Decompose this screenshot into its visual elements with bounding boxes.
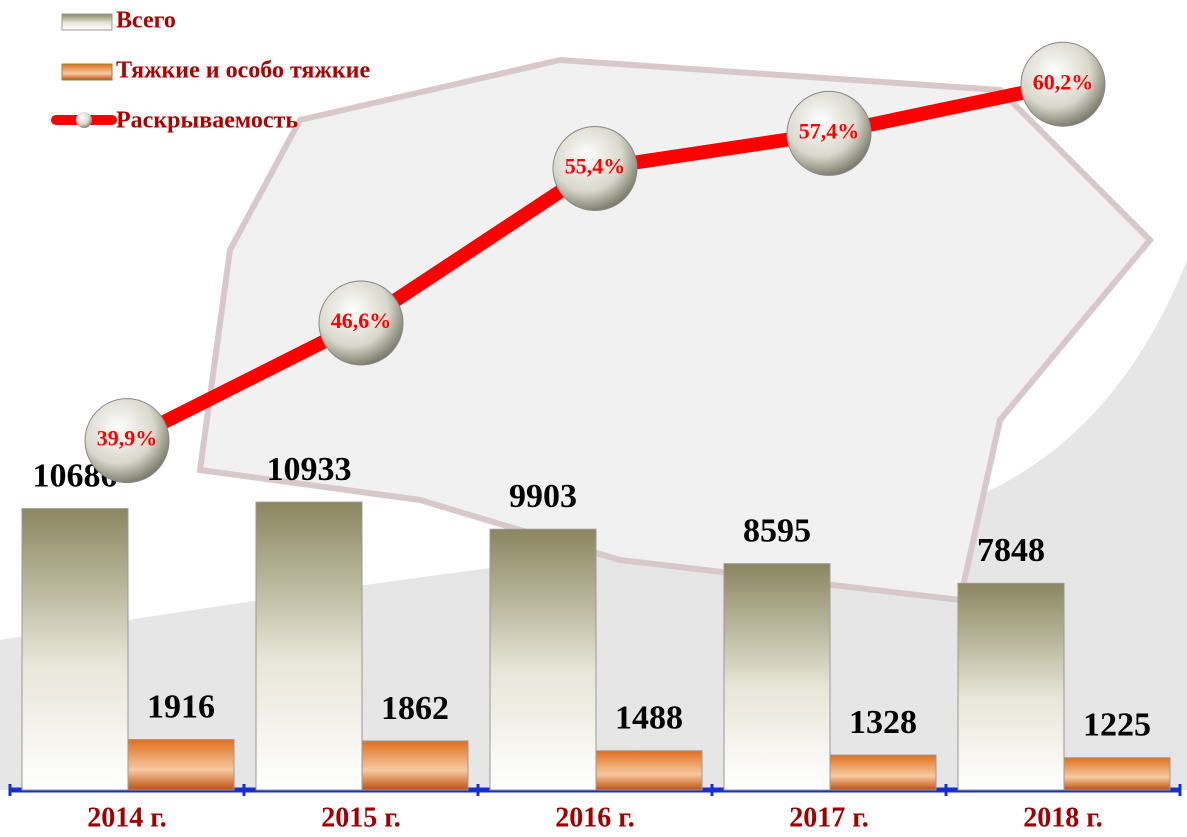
legend-swatch <box>61 63 113 81</box>
x-tick-label: 2017 г. <box>789 802 869 833</box>
bar <box>255 501 363 791</box>
bar <box>361 740 469 791</box>
line-marker <box>552 126 638 212</box>
bar <box>21 508 129 791</box>
legend-label: Раскрываемость <box>116 108 298 134</box>
bar <box>595 750 703 791</box>
data-label: 39,9% <box>97 426 158 451</box>
bar <box>489 528 597 791</box>
data-label: 1488 <box>615 700 683 737</box>
data-label: 1328 <box>849 704 917 741</box>
data-label: 8595 <box>743 512 811 549</box>
line-marker <box>1020 41 1106 127</box>
x-tick-label: 2014 г. <box>87 802 167 833</box>
data-label: 55,4% <box>565 154 626 179</box>
bar <box>127 739 235 791</box>
bar <box>723 563 831 791</box>
legend-label: Всего <box>116 8 176 34</box>
legend-label: Тяжкие и особо тяжкие <box>116 58 370 84</box>
x-tick-label: 2015 г. <box>321 802 401 833</box>
data-label: 1916 <box>147 688 215 725</box>
bar <box>957 582 1065 791</box>
data-label: 7848 <box>977 532 1045 569</box>
data-label: 1862 <box>381 690 449 727</box>
bar <box>829 754 937 791</box>
data-label: 57,4% <box>799 118 860 143</box>
line-marker <box>84 398 170 484</box>
data-label: 46,6% <box>331 308 392 333</box>
data-label: 10933 <box>267 451 352 488</box>
x-tick-label: 2016 г. <box>555 802 635 833</box>
data-label: 9903 <box>509 478 577 515</box>
legend: Всего Тяжкие и особо тяжкие Раскрываемос… <box>51 8 370 134</box>
bar <box>1063 757 1171 791</box>
data-label: 1225 <box>1083 707 1151 744</box>
x-tick-label: 2018 г. <box>1023 802 1103 833</box>
legend-marker <box>76 112 92 128</box>
legend-swatch <box>61 13 113 31</box>
line-marker <box>318 280 404 366</box>
data-label: 60,2% <box>1033 69 1094 94</box>
line-marker <box>786 90 872 176</box>
